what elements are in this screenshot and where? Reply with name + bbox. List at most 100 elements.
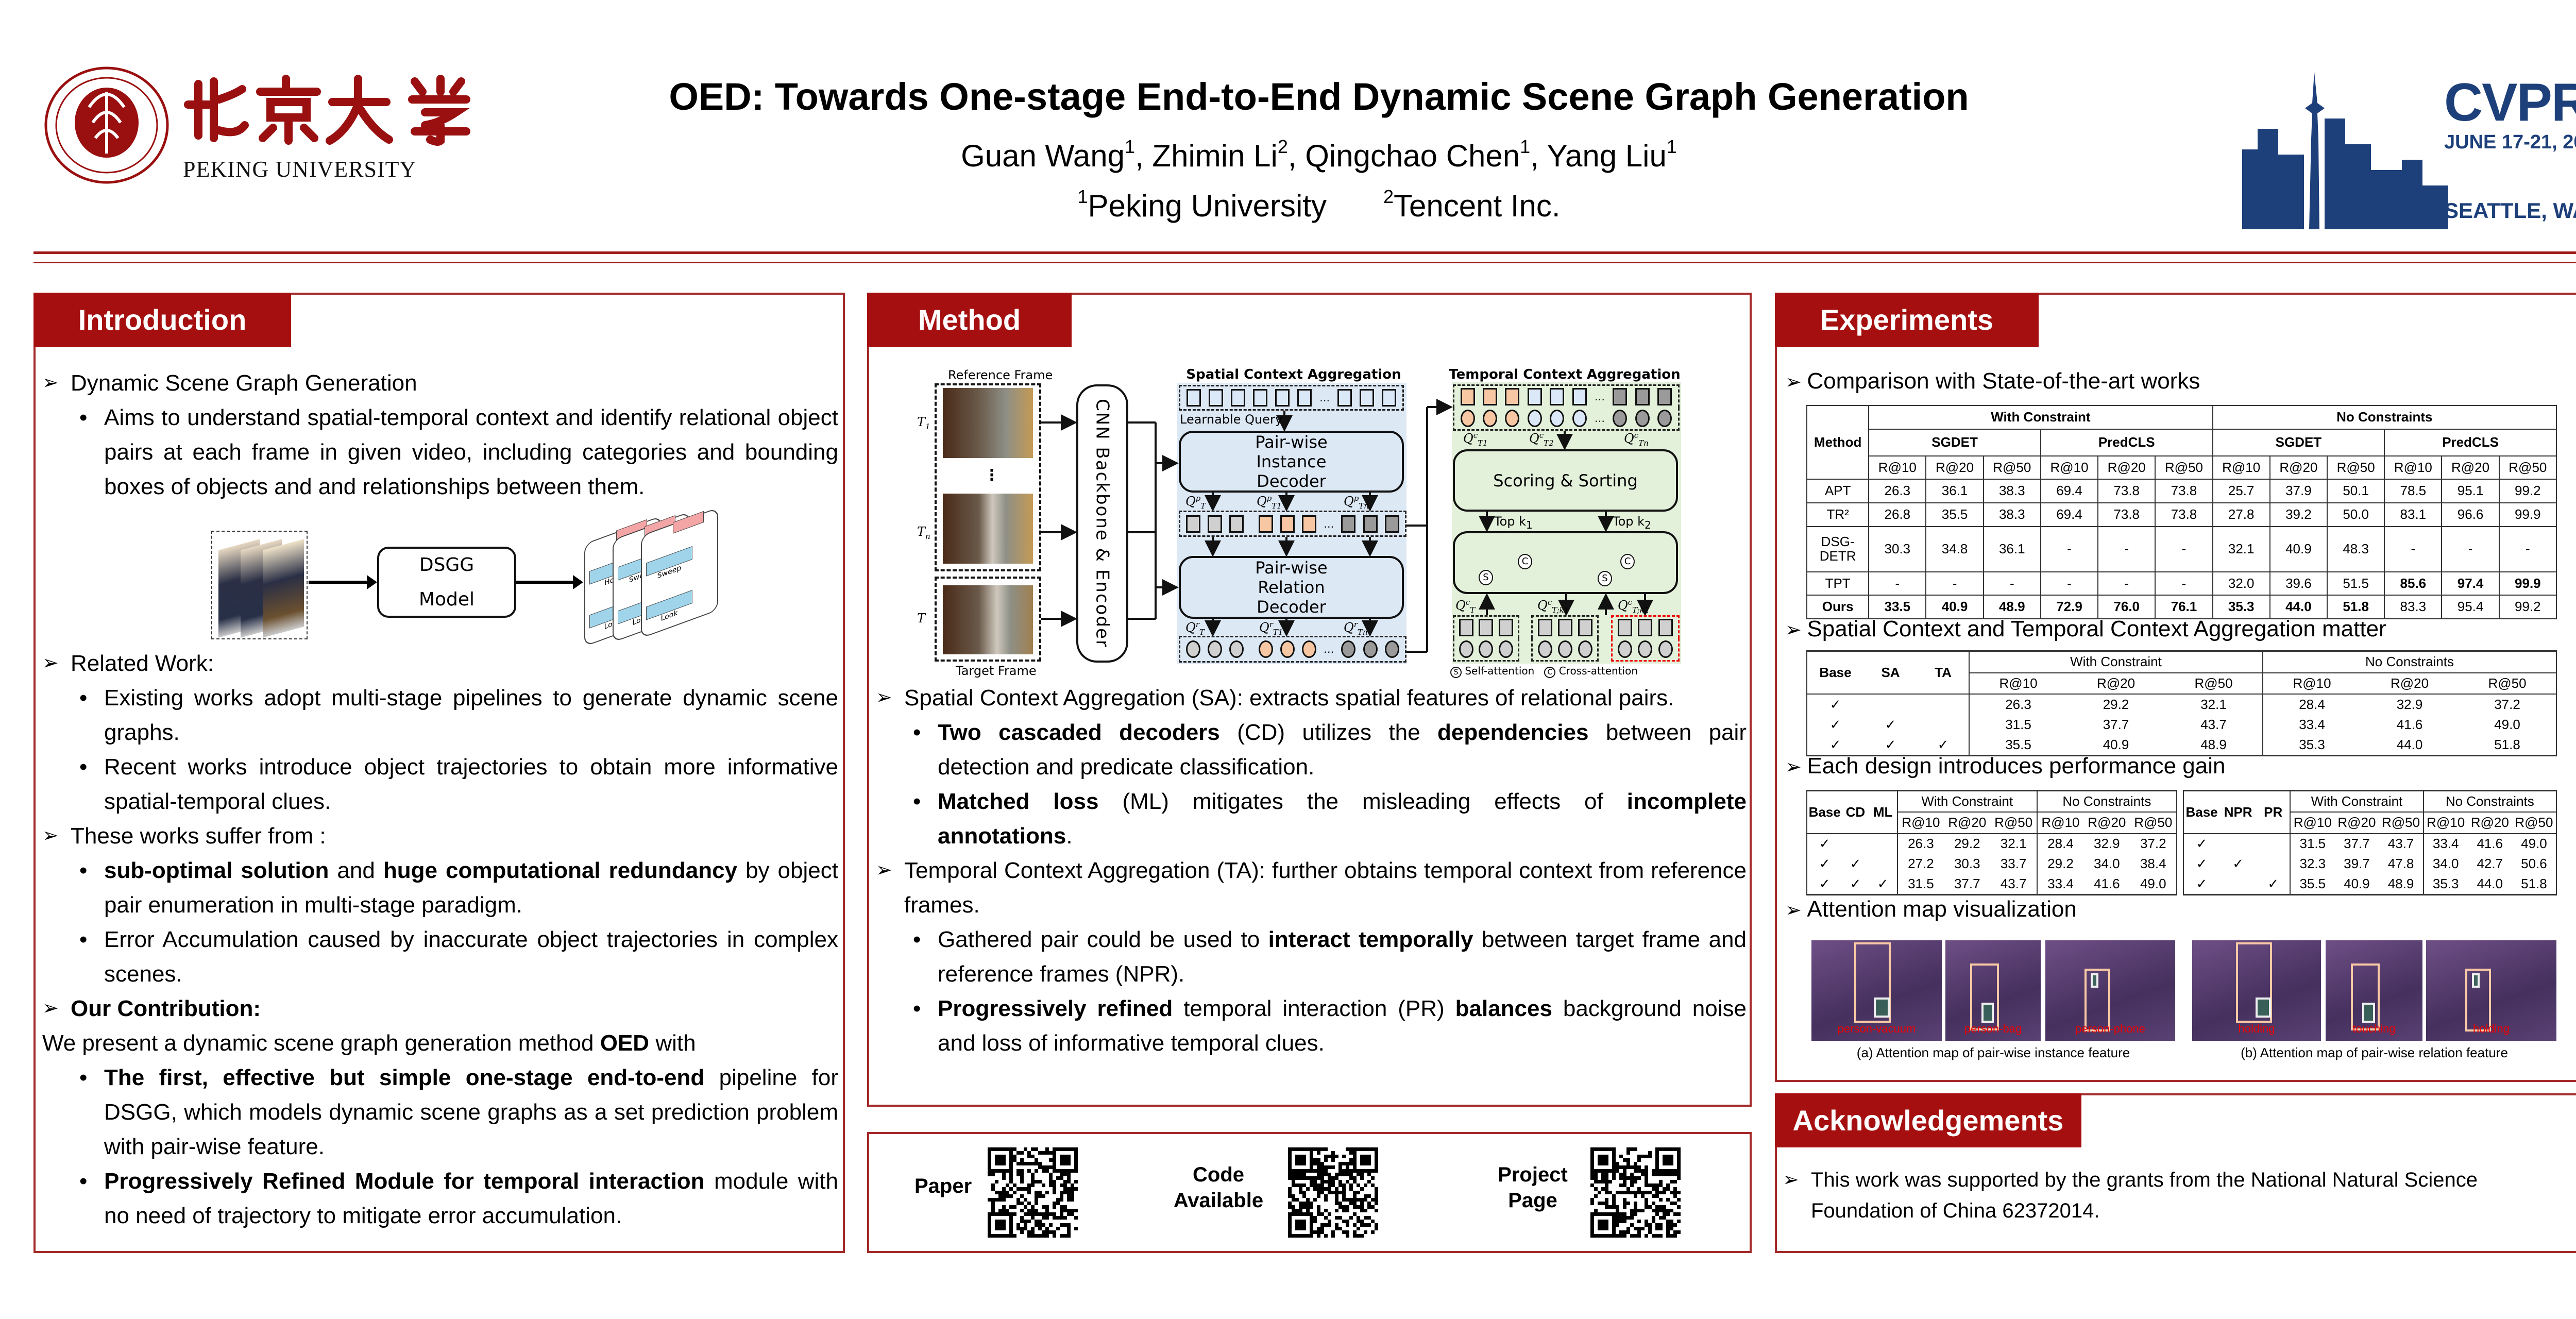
sub-bullet: Progressively Refined Module for tempora…	[42, 1164, 838, 1233]
qr-module	[988, 1155, 991, 1158]
qr-module	[1677, 1230, 1681, 1234]
qr-module	[1641, 1227, 1645, 1230]
qr-module	[1317, 1187, 1320, 1191]
qr-module	[1357, 1220, 1360, 1223]
qr-module	[1598, 1212, 1601, 1216]
qr-module	[1302, 1173, 1306, 1176]
qr-module	[1342, 1205, 1346, 1209]
qr-module	[1295, 1234, 1299, 1238]
qr-module	[1677, 1191, 1681, 1194]
qr-module	[1317, 1147, 1320, 1151]
q-superscript: c	[1473, 431, 1478, 440]
qr-module	[1313, 1216, 1317, 1220]
qr-module	[1371, 1169, 1375, 1173]
column-header: R@20	[2441, 455, 2500, 480]
qr-module	[1594, 1173, 1598, 1176]
output-group-target	[1453, 615, 1519, 638]
qr-module	[1013, 1155, 1016, 1158]
qr-module	[1619, 1155, 1623, 1158]
cross-attention-icon: C	[1620, 554, 1635, 569]
arrow-icon	[516, 581, 575, 584]
qr-module	[1324, 1169, 1328, 1173]
stub-header: CD	[1842, 790, 1869, 834]
query-cell	[1638, 619, 1653, 636]
qr-module	[1673, 1147, 1677, 1151]
project-qr-code[interactable]	[1590, 1147, 1681, 1238]
qr-module	[1601, 1202, 1605, 1205]
qr-module	[1353, 1169, 1357, 1173]
row-label: ✓	[2267, 875, 2279, 891]
qr-module	[1608, 1147, 1612, 1151]
qr-module	[1608, 1234, 1612, 1238]
query-circle	[1302, 640, 1317, 658]
qr-module	[1338, 1191, 1342, 1194]
table-cell: 30.3	[1868, 526, 1927, 572]
qr-module	[1673, 1223, 1677, 1227]
qr-module	[1677, 1169, 1681, 1173]
qr-module	[1067, 1223, 1071, 1227]
introduction-text: Dynamic Scene Graph GenerationAims to un…	[42, 366, 838, 1233]
qr-module	[1016, 1223, 1020, 1227]
qr-module	[1630, 1173, 1634, 1176]
qr-module	[1590, 1158, 1594, 1162]
qr-module	[1035, 1212, 1038, 1216]
q-subscript: Tn	[1357, 627, 1368, 637]
qr-module	[1601, 1220, 1605, 1223]
qr-module	[1645, 1220, 1648, 1223]
qr-module	[1677, 1173, 1681, 1176]
cvpr-location: SEATTLE, WA	[2444, 198, 2576, 223]
qr-module	[988, 1212, 991, 1216]
table-cell: 35.5	[1925, 502, 1984, 527]
qr-module	[1666, 1147, 1670, 1151]
qr-module	[1645, 1202, 1648, 1205]
qr-module	[1601, 1234, 1605, 1238]
table-cell: 72.9	[2040, 595, 2099, 619]
table-cell: 47.8	[2387, 856, 2414, 872]
subject-box	[1854, 942, 1891, 1023]
qr-module	[1353, 1194, 1357, 1198]
qr-module	[1063, 1158, 1067, 1162]
qr-module	[1637, 1191, 1641, 1194]
qr-module	[1027, 1162, 1031, 1165]
qr-module	[1042, 1151, 1045, 1155]
qr-module	[1655, 1187, 1659, 1191]
qr-module	[1612, 1230, 1616, 1234]
qr-module	[1655, 1173, 1659, 1176]
qr-module	[1324, 1165, 1328, 1169]
qr-module	[1677, 1162, 1681, 1165]
qr-module	[1612, 1202, 1616, 1205]
qr-module	[998, 1194, 1002, 1198]
temporal-design-ablation-table: Base NPR PR With Constraint No Constraints R@…	[2183, 790, 2557, 895]
qr-module	[1067, 1230, 1071, 1234]
column-header: With Constraint	[1868, 405, 2213, 430]
qr-module	[1623, 1202, 1626, 1205]
qr-module	[1299, 1220, 1302, 1223]
temporal-pair-strip: …	[1453, 384, 1680, 408]
qr-module	[1024, 1212, 1027, 1216]
method-panel	[867, 293, 1752, 1107]
qr-module	[1045, 1234, 1049, 1238]
qr-module	[1067, 1212, 1071, 1216]
qr-module	[1031, 1227, 1035, 1230]
header-divider	[33, 251, 2576, 254]
attention-map-image: holding	[2426, 940, 2556, 1041]
table-cell: 33.4	[2422, 833, 2468, 854]
qr-module	[1328, 1180, 1331, 1183]
qr-module	[1612, 1151, 1616, 1155]
qr-module	[1335, 1223, 1338, 1227]
table-cell: 35.3	[2262, 734, 2361, 756]
qr-module	[1677, 1205, 1681, 1209]
qr-module	[1673, 1212, 1677, 1216]
table-cell: -	[1982, 571, 2041, 596]
column-header: R@50	[2379, 812, 2424, 834]
qr-module	[988, 1230, 991, 1234]
row-label	[2257, 834, 2290, 854]
qr-module	[1071, 1209, 1074, 1212]
paper-qr-code[interactable]	[988, 1147, 1078, 1238]
query-cell	[1527, 388, 1542, 405]
code-qr-code[interactable]	[1288, 1147, 1378, 1238]
qr-module	[1673, 1202, 1677, 1205]
qr-module	[1295, 1220, 1299, 1223]
query-cell	[1229, 515, 1244, 533]
column-header: SGDET	[1868, 428, 2041, 456]
